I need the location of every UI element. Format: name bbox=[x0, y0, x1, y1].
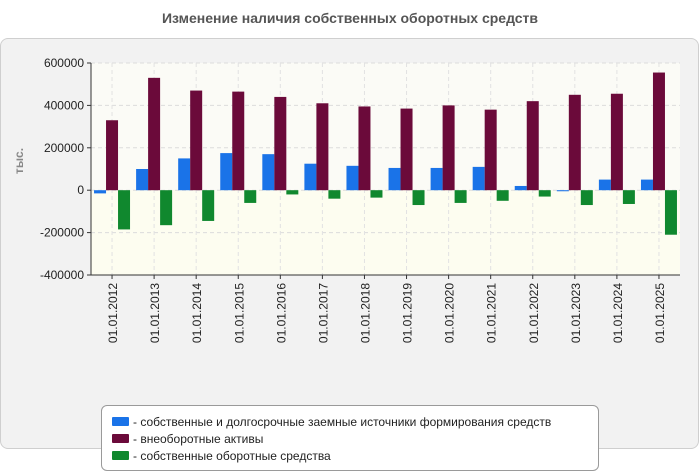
legend-swatch-noncurrent bbox=[112, 434, 129, 443]
x-tick-label: 01.01.2014 bbox=[190, 283, 204, 343]
bar-noncurrent bbox=[400, 108, 413, 191]
bar-working-capital bbox=[160, 190, 173, 226]
x-tick-label: 01.01.2022 bbox=[527, 283, 541, 343]
chart-title: Изменение наличия собственных оборотных … bbox=[161, 10, 539, 26]
chart-legend: - собственные и долгосрочные заемные ист… bbox=[101, 405, 599, 471]
bar-sources bbox=[388, 167, 401, 191]
bar-noncurrent bbox=[358, 106, 371, 191]
bar-noncurrent bbox=[526, 101, 539, 191]
x-tick-label: 01.01.2025 bbox=[653, 283, 667, 343]
bar-working-capital bbox=[202, 190, 215, 221]
bar-sources bbox=[556, 190, 569, 192]
bar-working-capital bbox=[244, 190, 257, 203]
bar-working-capital bbox=[496, 190, 509, 201]
x-tick-label: 01.01.2020 bbox=[443, 283, 457, 343]
y-tick-label: -200000 bbox=[40, 226, 84, 240]
bar-sources bbox=[220, 153, 233, 191]
y-tick-label: -400000 bbox=[40, 268, 84, 282]
bar-sources bbox=[514, 185, 527, 191]
x-tick-label: 01.01.2018 bbox=[358, 283, 372, 343]
bar-noncurrent bbox=[148, 77, 161, 191]
bar-noncurrent bbox=[442, 105, 455, 191]
legend-swatch-working-capital bbox=[112, 451, 129, 460]
bar-noncurrent bbox=[274, 96, 287, 191]
y-axis-label: тыс. bbox=[12, 148, 26, 174]
bar-noncurrent bbox=[106, 120, 119, 191]
legend-swatch-sources bbox=[112, 417, 129, 426]
bar-working-capital bbox=[370, 190, 383, 198]
bar-sources bbox=[472, 166, 485, 191]
legend-label-noncurrent: - внеоборотные активы bbox=[133, 431, 264, 446]
bar-noncurrent bbox=[316, 103, 329, 191]
legend-item-noncurrent: - внеоборотные активы bbox=[112, 430, 588, 447]
x-tick-label: 01.01.2023 bbox=[569, 283, 583, 343]
legend-label-sources: - собственные и долгосрочные заемные ист… bbox=[133, 414, 552, 429]
y-tick-label: 600000 bbox=[44, 56, 84, 70]
bar-noncurrent bbox=[652, 72, 665, 191]
bar-working-capital bbox=[118, 190, 131, 230]
bar-sources bbox=[640, 179, 653, 191]
x-tick-label: 01.01.2013 bbox=[148, 283, 162, 343]
x-tick-label: 01.01.2019 bbox=[401, 283, 415, 343]
bar-noncurrent bbox=[610, 93, 623, 191]
y-tick-label: 400000 bbox=[44, 98, 84, 112]
x-tick-label: 01.01.2021 bbox=[485, 283, 499, 343]
bar-working-capital bbox=[328, 190, 341, 199]
y-tick-label: 200000 bbox=[44, 141, 84, 155]
bar-sources bbox=[136, 169, 149, 191]
x-tick-label: 01.01.2012 bbox=[106, 283, 120, 343]
bar-working-capital bbox=[412, 190, 425, 206]
bar-sources bbox=[598, 179, 611, 191]
bar-sources bbox=[430, 167, 443, 191]
bar-noncurrent bbox=[484, 109, 497, 191]
x-tick-label: 01.01.2024 bbox=[611, 283, 625, 343]
bar-working-capital bbox=[538, 190, 551, 197]
x-tick-label: 01.01.2016 bbox=[274, 283, 288, 343]
chart-panel: 600000 400000 200000 0 -200000 -400000 01.01.… bbox=[0, 38, 699, 471]
bar-sources bbox=[178, 158, 191, 191]
bar-sources bbox=[304, 163, 317, 191]
bar-working-capital bbox=[622, 190, 635, 204]
bar-sources bbox=[94, 190, 107, 194]
legend-item-sources: - собственные и долгосрочные заемные ист… bbox=[112, 413, 588, 430]
legend-label-working-capital: - собственные оборотные средства bbox=[133, 448, 331, 463]
bar-sources bbox=[262, 154, 275, 191]
bar-working-capital bbox=[454, 190, 467, 203]
bar-noncurrent bbox=[190, 90, 203, 191]
bar-noncurrent bbox=[232, 91, 245, 191]
bar-sources bbox=[346, 165, 359, 191]
y-tick-label: 0 bbox=[77, 183, 84, 197]
bar-chart: 600000 400000 200000 0 -200000 -400000 01.01.… bbox=[12, 56, 680, 343]
bar-noncurrent bbox=[568, 94, 581, 191]
bar-working-capital bbox=[580, 190, 593, 206]
x-tick-label: 01.01.2015 bbox=[232, 283, 246, 343]
bar-working-capital bbox=[664, 190, 677, 235]
x-tick-label: 01.01.2017 bbox=[316, 283, 330, 343]
bar-working-capital bbox=[286, 190, 299, 195]
